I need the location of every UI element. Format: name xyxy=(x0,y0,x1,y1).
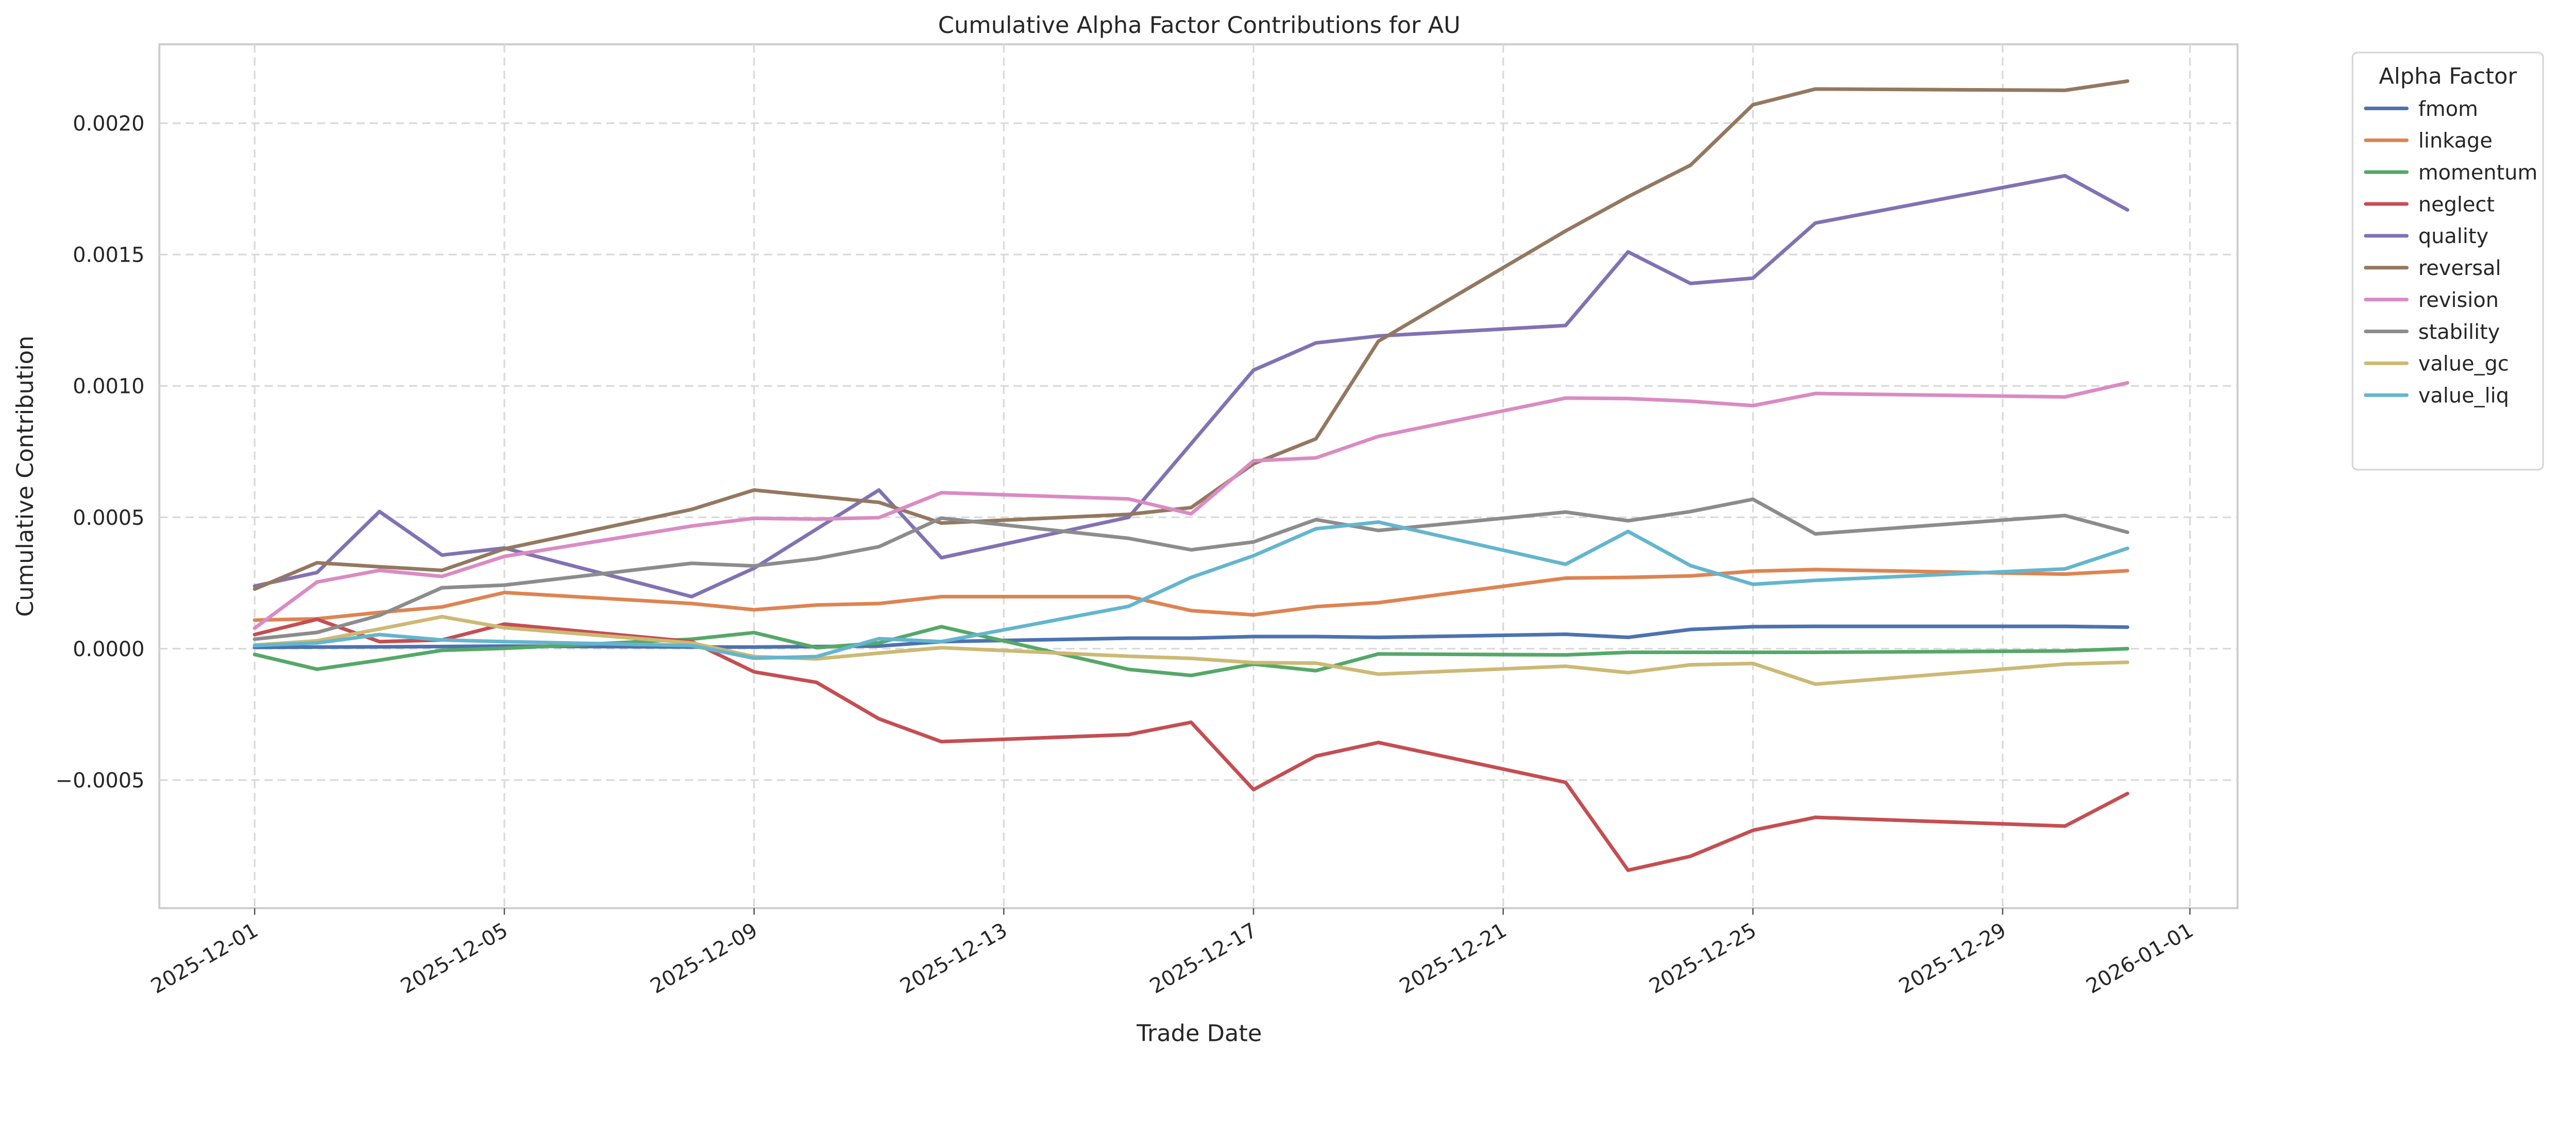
y-tick-label: 0.0005 xyxy=(73,506,144,530)
legend-label-neglect: neglect xyxy=(2418,193,2495,216)
x-tick-label: 2025-12-01 xyxy=(147,918,262,999)
series-group xyxy=(252,79,2129,872)
x-tick-label: 2025-12-25 xyxy=(1645,918,1760,999)
x-tick-label: 2025-12-21 xyxy=(1396,918,1511,999)
y-axis-label: Cumulative Contribution xyxy=(12,336,39,617)
series-line-revision xyxy=(252,381,2129,630)
x-tick-label: 2025-12-29 xyxy=(1895,918,2010,999)
legend-label-fmom: fmom xyxy=(2418,97,2478,121)
legend-label-momentum: momentum xyxy=(2418,161,2537,185)
chart-title: Cumulative Alpha Factor Contributions fo… xyxy=(938,12,1461,39)
series-line-stability xyxy=(252,497,2129,641)
y-tick-label: 0.0015 xyxy=(73,244,144,267)
legend-label-linkage: linkage xyxy=(2418,129,2493,153)
legend-label-value_gc: value_gc xyxy=(2418,352,2509,376)
series-line-neglect xyxy=(252,617,2129,872)
plot-area xyxy=(158,43,2239,910)
series-line-value_liq xyxy=(252,520,2129,660)
y-tick-label: 0.0020 xyxy=(73,112,144,136)
line-chart: 2025-12-01 2025-12-05 2025-12-09 2025-12-13… xyxy=(12,12,2544,1047)
legend-items: fmom linkage momentum neglect quality reversa… xyxy=(2364,97,2537,408)
y-tick-label: 0.0010 xyxy=(73,375,144,399)
x-tick-label: 2026-01-01 xyxy=(2082,918,2198,999)
x-tick-label: 2025-12-17 xyxy=(1146,918,1261,999)
x-axis-label: Trade Date xyxy=(1136,1020,1262,1047)
y-axis: −0.0005 0.0000 0.0005 0.0010 0.0015 0.0020 xyxy=(56,112,145,793)
x-tick-label: 2025-12-13 xyxy=(896,918,1011,999)
x-tick-label: 2025-12-05 xyxy=(397,918,512,999)
series-line-momentum xyxy=(252,625,2129,678)
legend-label-stability: stability xyxy=(2418,320,2500,344)
legend-label-reversal: reversal xyxy=(2418,256,2501,280)
series-line-reversal xyxy=(252,79,2129,591)
series-line-quality xyxy=(252,174,2129,598)
x-axis: 2025-12-01 2025-12-05 2025-12-09 2025-12-13… xyxy=(147,908,2198,999)
legend-title: Alpha Factor xyxy=(2379,64,2517,90)
legend-box xyxy=(2351,52,2544,471)
legend-label-revision: revision xyxy=(2418,288,2499,312)
legend-label-quality: quality xyxy=(2418,225,2488,248)
legend: Alpha Factor fmom linkage momentum neglect q… xyxy=(2351,52,2544,471)
x-tick-label: 2025-12-09 xyxy=(647,918,762,999)
legend-label-value_liq: value_liq xyxy=(2418,384,2509,408)
y-tick-label: −0.0005 xyxy=(56,769,145,793)
series-line-value_gc xyxy=(252,614,2129,686)
series-line-fmom xyxy=(252,624,2129,649)
y-tick-label: 0.0000 xyxy=(73,638,144,661)
